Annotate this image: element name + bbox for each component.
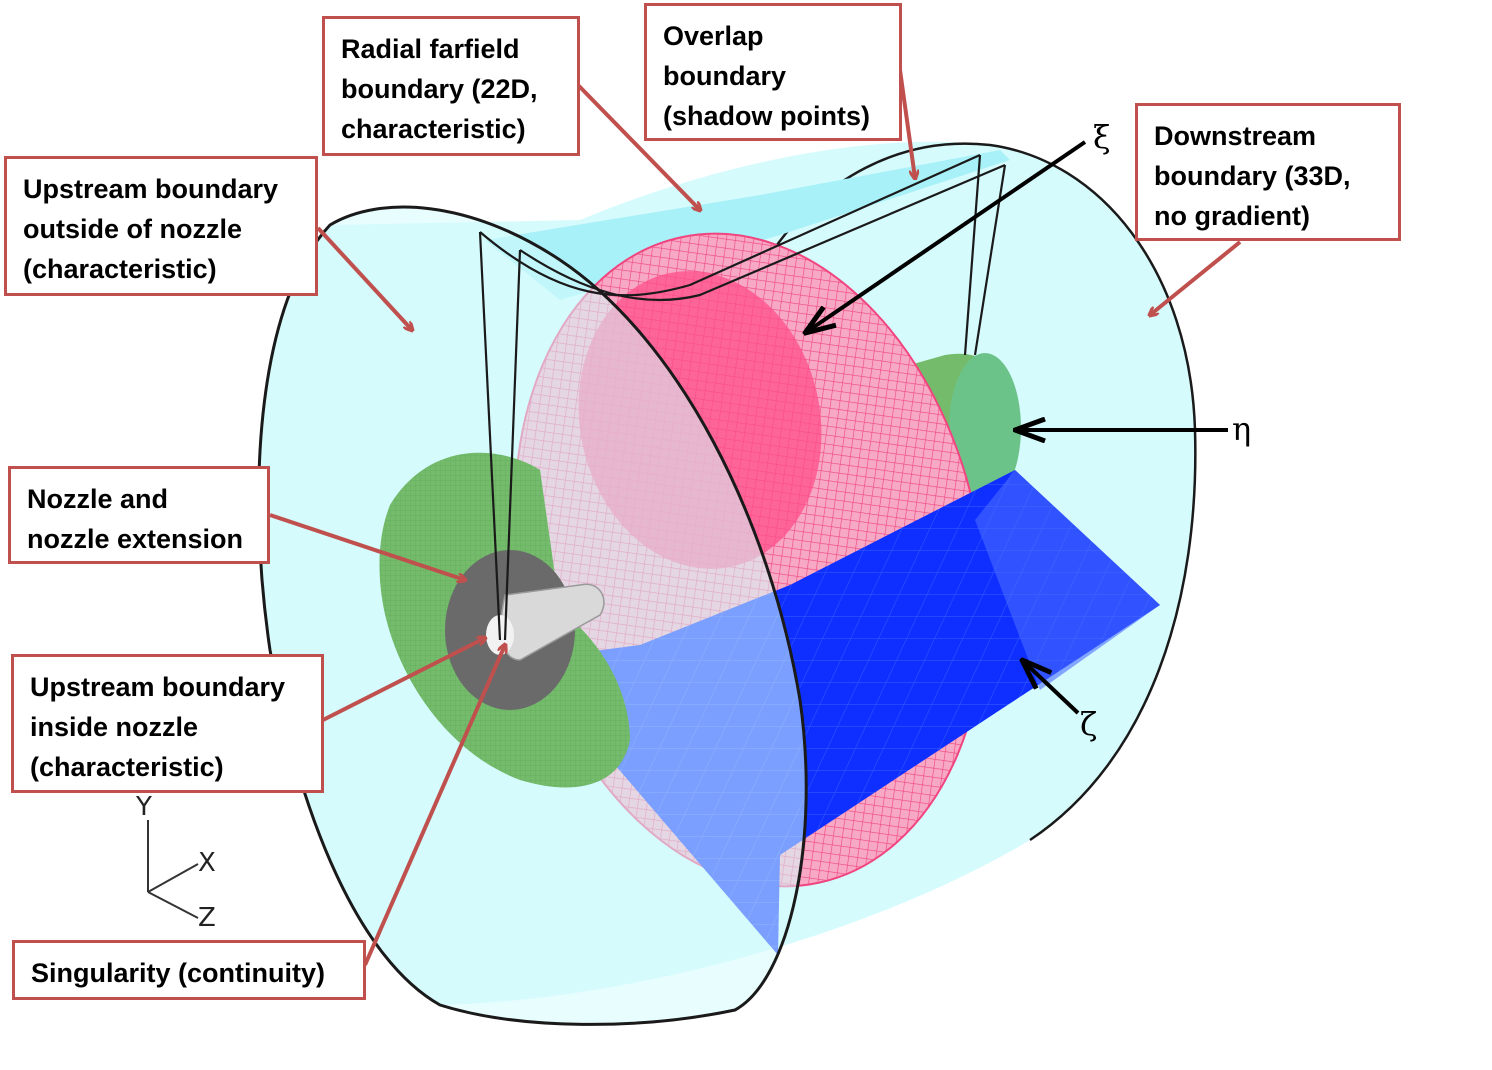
callout-singularity: Singularity (continuity) [12, 940, 366, 1000]
callout-line: boundary (22D, [341, 74, 538, 104]
callout-line: boundary (33D, [1154, 161, 1351, 191]
label-zeta: ζ [1080, 705, 1098, 743]
direction-arrows [805, 140, 1228, 715]
callout-line: Radial farfield [341, 34, 520, 64]
arrow-singularity [363, 645, 505, 966]
callout-upstream-outside: Upstream boundary outside of nozzle (cha… [4, 156, 318, 296]
arrow-radial-farfield [576, 83, 700, 210]
callout-line: boundary [663, 61, 787, 91]
callout-line: Upstream boundary [30, 672, 286, 702]
extension-end-cap [949, 353, 1021, 503]
callout-upstream-inside: Upstream boundary inside nozzle (charact… [11, 654, 324, 793]
axis-label-y: Y [136, 792, 152, 822]
axis-triad [147, 820, 199, 919]
callout-line: no gradient) [1154, 201, 1310, 231]
arrow-nozzle [269, 513, 465, 580]
arrow-overlap [898, 69, 915, 178]
wall-grid-fine [975, 470, 1160, 690]
callout-nozzle: Nozzle and nozzle extension [8, 466, 270, 564]
arrow-zeta [1022, 660, 1080, 715]
label-xi: ξ [1093, 118, 1111, 156]
downstream-outline [768, 142, 1197, 842]
overlap-line [519, 163, 1006, 302]
overlap-strip [485, 150, 1010, 300]
callout-line: characteristic) [341, 114, 526, 144]
callout-line: (characteristic) [23, 254, 217, 284]
callout-line: Overlap [663, 21, 764, 51]
axis-label-z: Z [198, 903, 216, 933]
callout-line: outside of nozzle [23, 214, 242, 244]
overlap-line [478, 231, 502, 641]
callout-line: Downstream [1154, 121, 1317, 151]
callout-line: Nozzle and [27, 484, 169, 514]
arrow-upstream-inside [322, 638, 485, 722]
axis-label-x: X [198, 848, 216, 878]
callout-arrows [269, 69, 1242, 966]
arrow-xi [805, 140, 1087, 333]
callout-line: nozzle extension [27, 524, 244, 554]
callout-downstream: Downstream boundary (33D, no gradient) [1135, 103, 1401, 241]
axis-z [147, 891, 199, 919]
overlap-line [503, 249, 522, 641]
callout-radial-farfield: Radial farfield boundary (22D, character… [322, 16, 580, 156]
label-eta: η [1232, 410, 1252, 448]
overlap-lines [478, 153, 1007, 641]
overlap-line [963, 154, 982, 356]
arrow-upstream-outside [316, 226, 412, 330]
callout-line: Upstream boundary [23, 174, 279, 204]
callout-line: (characteristic) [30, 752, 224, 782]
arrow-downstream [1150, 240, 1242, 315]
overlap-line [973, 164, 1007, 356]
axis-x [147, 863, 199, 893]
overlap-line [479, 153, 981, 297]
callout-line: inside nozzle [30, 712, 199, 742]
callout-overlap: Overlap boundary (shadow points) [644, 3, 902, 141]
callout-line: (shadow points) [663, 101, 870, 131]
callout-line: Singularity (continuity) [31, 958, 325, 988]
